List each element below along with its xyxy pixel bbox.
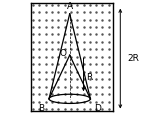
Text: 2R: 2R [127,53,139,62]
Text: O: O [59,49,66,58]
Text: D: D [94,104,101,112]
Text: R: R [86,73,92,82]
Text: B: B [38,104,44,112]
Text: A: A [67,2,73,11]
